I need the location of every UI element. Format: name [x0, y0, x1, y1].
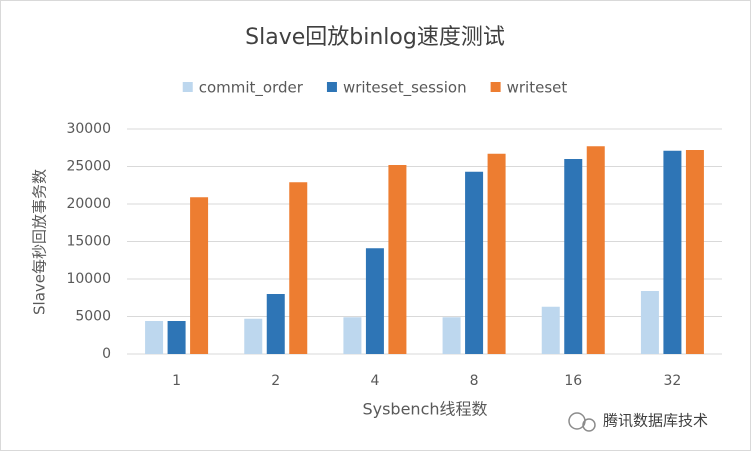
bar	[442, 317, 461, 354]
watermark-icon	[568, 412, 596, 432]
bar	[487, 153, 506, 354]
bar	[343, 317, 362, 354]
bar	[190, 197, 209, 354]
x-axis-title: Sysbench线程数	[362, 400, 487, 419]
bar	[685, 150, 704, 354]
legend-swatch	[326, 82, 337, 92]
bar	[266, 294, 285, 354]
bar	[586, 146, 605, 354]
x-tick-label: 32	[664, 373, 682, 389]
bar	[244, 318, 263, 354]
bar	[663, 150, 682, 354]
y-tick-label: 5000	[75, 309, 111, 325]
bar	[640, 291, 659, 354]
y-tick-label: 25000	[66, 159, 111, 175]
legend-label: writeset_session	[343, 79, 467, 98]
legend-swatch	[182, 82, 193, 92]
watermark: 腾讯数据库技术	[603, 412, 708, 430]
bar	[541, 306, 560, 354]
y-tick-label: 10000	[66, 271, 111, 287]
legend-swatch	[490, 82, 501, 92]
x-tick-label: 1	[172, 373, 181, 389]
y-tick-label: 15000	[66, 234, 111, 250]
x-tick-label: 4	[370, 373, 379, 389]
chart-title: Slave回放binlog速度测试	[245, 25, 505, 50]
bar	[465, 171, 484, 354]
x-tick-label: 2	[271, 373, 280, 389]
y-tick-label: 20000	[66, 196, 111, 212]
y-axis-title: Slave每秒回放事务数	[31, 169, 49, 315]
bar	[289, 182, 308, 354]
bar	[564, 159, 583, 354]
y-tick-label: 0	[102, 346, 111, 362]
y-tick-label: 30000	[66, 121, 111, 137]
x-tick-label: 8	[470, 373, 479, 389]
x-tick-label: 16	[564, 373, 582, 389]
bar	[167, 321, 186, 354]
bar	[388, 165, 407, 354]
legend-label: commit_order	[199, 79, 304, 98]
bar	[145, 321, 164, 354]
bar	[365, 248, 384, 354]
legend-label: writeset	[507, 79, 568, 97]
